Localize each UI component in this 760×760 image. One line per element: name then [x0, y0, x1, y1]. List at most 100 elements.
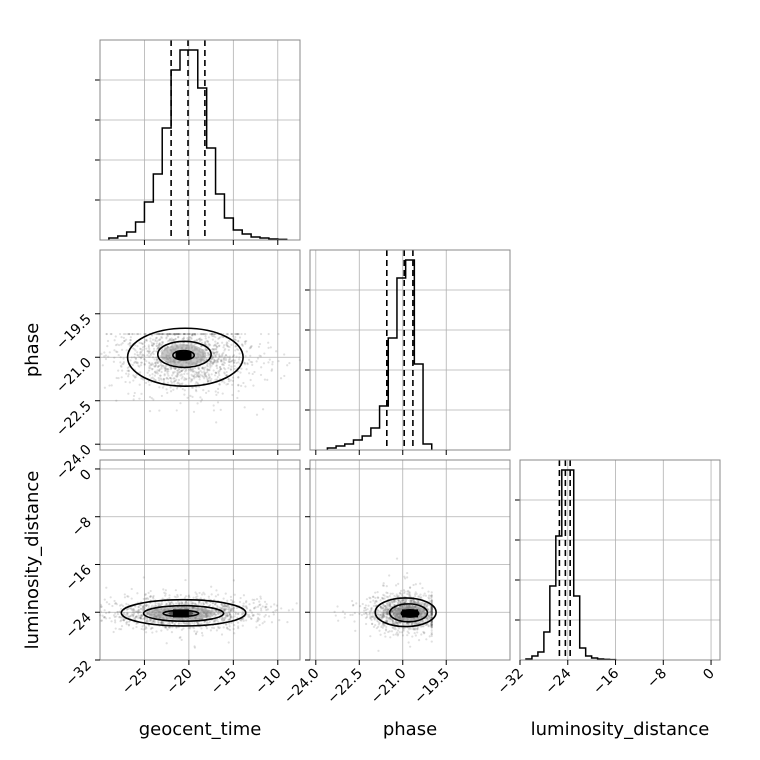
- sample-point: [375, 599, 378, 602]
- sample-point: [259, 595, 262, 598]
- sample-point: [386, 608, 390, 611]
- sample-point: [168, 332, 171, 336]
- sample-point: [158, 343, 161, 346]
- sample-point: [197, 367, 200, 370]
- sample-point: [170, 366, 173, 369]
- sample-point: [153, 365, 157, 368]
- sample-point: [137, 609, 140, 612]
- sample-point: [145, 627, 148, 630]
- sample-point: [389, 592, 392, 595]
- sample-point: [402, 589, 406, 592]
- sample-point: [193, 646, 197, 649]
- sample-point: [166, 372, 169, 375]
- sample-point: [223, 613, 227, 616]
- sample-point: [139, 607, 143, 610]
- sample-point: [178, 371, 181, 374]
- sample-point: [222, 619, 225, 622]
- sample-point: [177, 622, 181, 625]
- sample-point: [158, 332, 162, 336]
- sample-point: [208, 368, 211, 371]
- sample-point: [110, 332, 113, 336]
- sample-point: [206, 380, 209, 383]
- sample-point: [188, 336, 192, 339]
- sample-point: [430, 612, 433, 615]
- sample-point: [400, 599, 403, 602]
- sample-point: [222, 361, 225, 364]
- sample-point: [378, 613, 381, 616]
- sample-point: [270, 368, 274, 371]
- sample-point: [413, 622, 416, 625]
- sample-point: [113, 349, 116, 352]
- sample-point: [151, 363, 155, 366]
- panel-frame: [309, 459, 511, 661]
- sample-point: [183, 622, 187, 625]
- sample-point: [407, 589, 410, 593]
- sample-point: [201, 367, 204, 370]
- sample-point: [158, 342, 161, 345]
- sample-point: [233, 632, 236, 635]
- sample-point: [161, 341, 165, 344]
- sample-point: [233, 600, 236, 604]
- sample-point: [188, 368, 191, 371]
- sample-point: [133, 353, 136, 356]
- sample-point: [414, 627, 417, 630]
- sample-point: [152, 597, 155, 600]
- sample-point: [280, 607, 283, 610]
- sample-point: [226, 332, 229, 336]
- sample-point: [161, 332, 164, 336]
- sample-point: [185, 377, 188, 380]
- sample-point: [379, 605, 382, 608]
- sample-point: [429, 594, 432, 597]
- sample-point: [224, 358, 228, 362]
- sample-point: [105, 601, 108, 604]
- sample-point: [381, 596, 384, 599]
- sample-point: [383, 594, 386, 597]
- sample-point: [168, 596, 171, 600]
- sample-point: [249, 609, 252, 612]
- sample-point: [143, 345, 146, 348]
- sample-point: [400, 631, 404, 634]
- sample-point: [430, 610, 433, 613]
- sample-point: [405, 600, 408, 603]
- sample-point: [175, 332, 178, 336]
- sample-point: [229, 608, 232, 611]
- sample-point: [167, 600, 170, 603]
- sample-point: [175, 332, 178, 336]
- sample-point: [364, 608, 367, 612]
- sample-point: [423, 592, 426, 595]
- sample-point: [230, 360, 233, 363]
- sample-point: [184, 332, 187, 336]
- sample-point: [205, 348, 208, 352]
- sample-point: [203, 373, 207, 376]
- sample-point: [176, 369, 179, 372]
- sample-point: [236, 332, 239, 336]
- sample-point: [389, 618, 392, 621]
- sample-point: [416, 627, 419, 630]
- sample-point: [192, 370, 195, 373]
- sample-point: [151, 368, 154, 371]
- sample-point: [149, 363, 153, 366]
- sample-point: [177, 600, 180, 603]
- sample-point: [258, 604, 261, 607]
- sample-point: [140, 350, 143, 353]
- sample-point: [133, 617, 136, 620]
- sample-point: [390, 630, 394, 633]
- sample-point: [414, 583, 417, 586]
- sample-point: [372, 595, 375, 598]
- sample-point: [372, 615, 375, 619]
- sample-point: [203, 341, 207, 344]
- sample-point: [173, 342, 176, 346]
- sample-point: [200, 345, 203, 348]
- sample-point: [430, 611, 433, 614]
- sample-point: [124, 380, 127, 384]
- sample-point: [430, 613, 433, 616]
- sample-point: [219, 612, 222, 615]
- sample-point: [394, 633, 398, 636]
- sample-point: [169, 390, 173, 393]
- sample-point: [145, 338, 148, 341]
- sample-point: [180, 373, 183, 376]
- sample-point: [103, 615, 106, 619]
- sample-point: [127, 332, 131, 336]
- sample-point: [171, 374, 174, 377]
- sample-point: [242, 612, 246, 615]
